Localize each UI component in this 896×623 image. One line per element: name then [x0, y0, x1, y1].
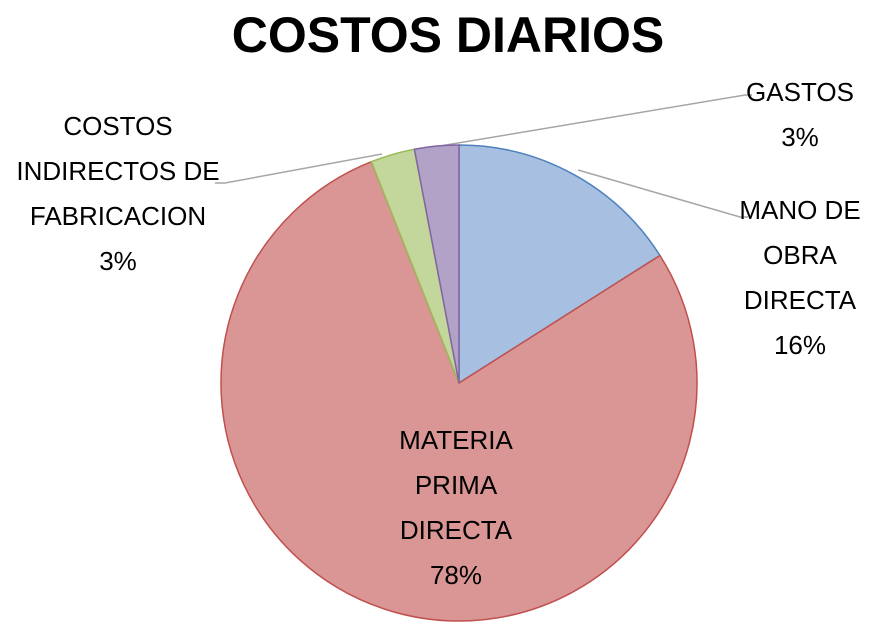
chart-title: COSTOS DIARIOS — [231, 7, 665, 63]
slice-label: MANO DE OBRA DIRECTA 16% — [710, 188, 890, 368]
slice-name: COSTOS INDIRECTOS DE FABRICACION — [16, 111, 220, 231]
slice-label: MATERIA PRIMA DIRECTA 78% — [356, 418, 556, 598]
slice-label: COSTOS INDIRECTOS DE FABRICACION 3% — [3, 104, 233, 284]
leader-line — [577, 169, 748, 218]
pie-slice — [220, 160, 698, 622]
pie-slice — [413, 144, 460, 384]
leader-lines — [215, 94, 752, 218]
slice-value: 16% — [773, 330, 827, 360]
slice-label: GASTOS 3% — [730, 70, 870, 160]
slice-value: 3% — [781, 122, 819, 152]
slice-name: GASTOS — [746, 77, 854, 107]
pie-slice — [458, 144, 661, 385]
slice-value: 78% — [429, 560, 483, 590]
leader-line — [215, 153, 383, 184]
slice-name: MANO DE OBRA DIRECTA — [739, 195, 861, 315]
slice-name: MATERIA PRIMA DIRECTA — [399, 425, 513, 545]
leader-line — [439, 94, 752, 147]
slice-value: 3% — [99, 246, 137, 276]
